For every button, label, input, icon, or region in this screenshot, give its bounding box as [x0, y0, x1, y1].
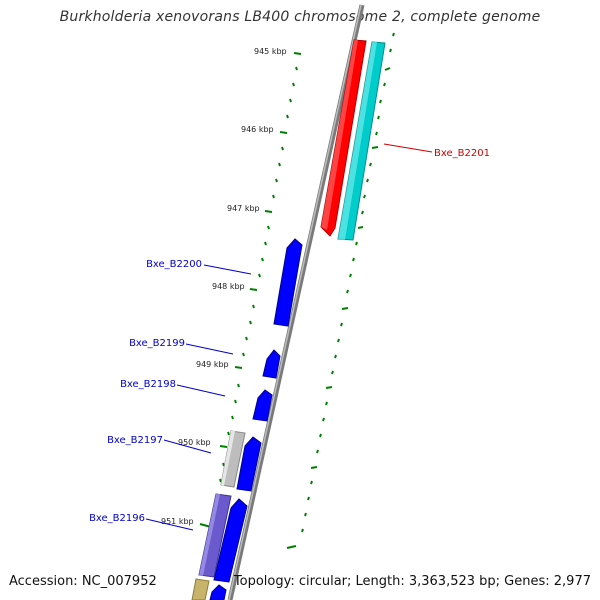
tick-label-949: 949 kbp	[196, 360, 229, 369]
gene-label-bxe-b2200[interactable]: Bxe_B2200	[146, 259, 202, 270]
backbone-line	[227, 4, 365, 600]
accession-text: Accession: NC_007952	[9, 574, 157, 589]
tick-label-946: 946 kbp	[241, 125, 274, 134]
inner-tick-track	[199, 52, 302, 528]
tick-label-950: 950 kbp	[178, 438, 211, 447]
label-line-bxe-b2198	[176, 384, 226, 397]
tick-label-951: 951 kbp	[161, 517, 194, 526]
feature-bxe-b2196-cds[interactable]	[213, 498, 248, 583]
feature-cds-bottom[interactable]	[209, 584, 227, 600]
gene-label-bxe-b2201[interactable]: Bxe_B2201	[434, 148, 490, 159]
label-line-bxe-b2201	[383, 143, 433, 153]
gene-label-bxe-b2199[interactable]: Bxe_B2199	[129, 338, 185, 349]
feature-bxe-b2197-cog[interactable]	[220, 430, 246, 488]
backbone-highlight	[228, 4, 362, 600]
tick-label-948: 948 kbp	[212, 282, 245, 291]
feature-bxe-b2198-cds[interactable]	[252, 389, 273, 422]
outer-tick-track	[286, 32, 395, 549]
feature-bxe-b2199-cds[interactable]	[262, 349, 281, 379]
tick-label-947: 947 kbp	[227, 204, 260, 213]
tick-label-945: 945 kbp	[254, 47, 287, 56]
gene-label-bxe-b2196[interactable]: Bxe_B2196	[89, 513, 145, 524]
label-line-bxe-b2197	[163, 439, 212, 454]
label-line-bxe-b2200	[203, 264, 252, 275]
feature-bxe-b2197-cds[interactable]	[236, 436, 262, 492]
feature-cog-bottom[interactable]	[191, 578, 210, 600]
gene-label-bxe-b2197[interactable]: Bxe_B2197	[107, 435, 163, 446]
map-title: Burkholderia xenovorans LB400 chromosome…	[59, 9, 541, 25]
gene-label-bxe-b2198[interactable]: Bxe_B2198	[120, 379, 176, 390]
genome-summary-text: Topology: circular; Length: 3,363,523 bp…	[233, 574, 591, 589]
label-line-bxe-b2199	[185, 343, 234, 355]
feature-bxe-b2200-cds[interactable]	[273, 238, 303, 327]
label-line-bxe-b2196	[145, 518, 194, 531]
